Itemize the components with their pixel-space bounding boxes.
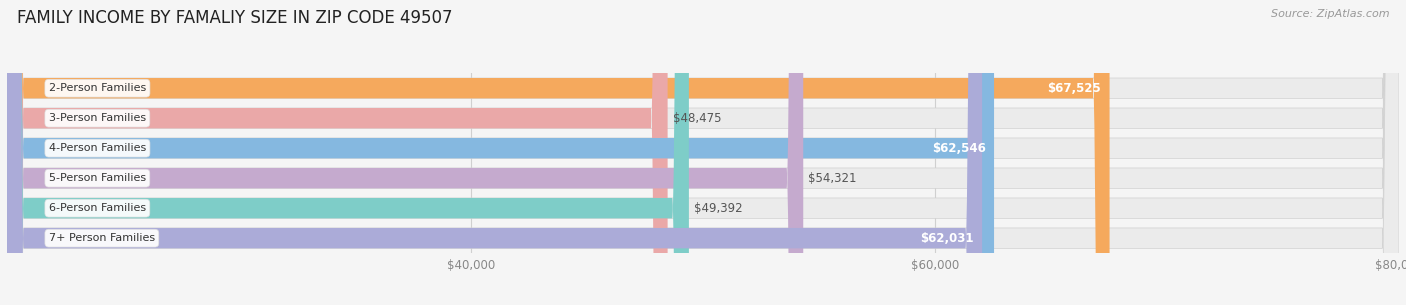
Text: $62,546: $62,546: [932, 142, 986, 155]
Text: Source: ZipAtlas.com: Source: ZipAtlas.com: [1271, 9, 1389, 19]
FancyBboxPatch shape: [7, 0, 1399, 305]
FancyBboxPatch shape: [7, 0, 1399, 305]
Text: $49,392: $49,392: [695, 202, 742, 215]
FancyBboxPatch shape: [7, 0, 689, 305]
Text: 4-Person Families: 4-Person Families: [49, 143, 146, 153]
Text: 2-Person Families: 2-Person Families: [49, 83, 146, 93]
FancyBboxPatch shape: [7, 0, 994, 305]
Text: FAMILY INCOME BY FAMALIY SIZE IN ZIP CODE 49507: FAMILY INCOME BY FAMALIY SIZE IN ZIP COD…: [17, 9, 453, 27]
Text: 5-Person Families: 5-Person Families: [49, 173, 146, 183]
Text: $54,321: $54,321: [808, 172, 856, 185]
FancyBboxPatch shape: [7, 0, 1399, 305]
FancyBboxPatch shape: [7, 0, 1399, 305]
FancyBboxPatch shape: [7, 0, 1399, 305]
FancyBboxPatch shape: [7, 0, 803, 305]
FancyBboxPatch shape: [7, 0, 983, 305]
Text: 3-Person Families: 3-Person Families: [49, 113, 146, 123]
Text: $48,475: $48,475: [672, 112, 721, 125]
FancyBboxPatch shape: [7, 0, 1399, 305]
Text: 6-Person Families: 6-Person Families: [49, 203, 146, 213]
Text: $67,525: $67,525: [1047, 82, 1101, 95]
Text: $62,031: $62,031: [921, 232, 974, 245]
FancyBboxPatch shape: [7, 0, 1109, 305]
Text: 7+ Person Families: 7+ Person Families: [49, 233, 155, 243]
FancyBboxPatch shape: [7, 0, 668, 305]
